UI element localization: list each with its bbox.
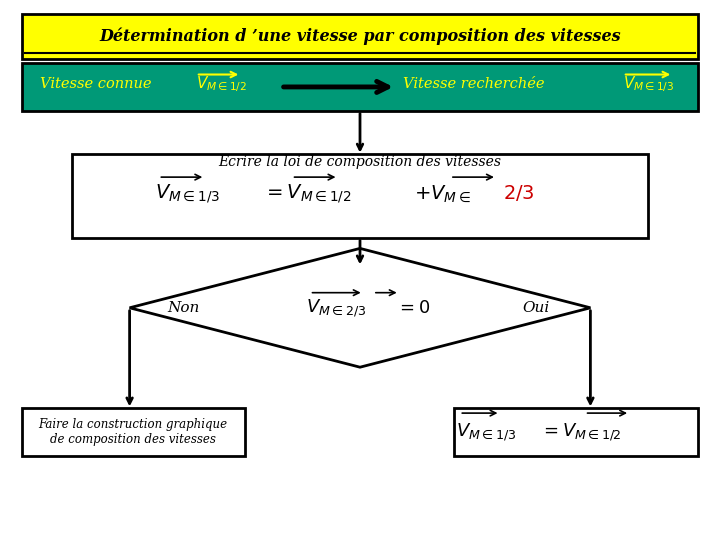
Text: Oui: Oui bbox=[523, 301, 550, 315]
Text: $V_{M\in1/2}$: $V_{M\in1/2}$ bbox=[196, 74, 247, 94]
FancyBboxPatch shape bbox=[454, 408, 698, 456]
FancyBboxPatch shape bbox=[22, 14, 698, 59]
FancyBboxPatch shape bbox=[22, 63, 698, 111]
Text: $= 0$: $= 0$ bbox=[396, 299, 430, 317]
Text: Vitesse recherchée: Vitesse recherchée bbox=[403, 77, 549, 91]
Text: $V_{M\in2/3}$: $V_{M\in2/3}$ bbox=[306, 297, 366, 319]
FancyBboxPatch shape bbox=[72, 154, 648, 238]
Text: $V_{M\in1/3}$: $V_{M\in1/3}$ bbox=[155, 182, 220, 205]
FancyBboxPatch shape bbox=[22, 408, 245, 456]
Text: Faire la construction graphique
de composition des vitesses: Faire la construction graphique de compo… bbox=[39, 418, 228, 446]
Polygon shape bbox=[130, 248, 590, 367]
Text: Vitesse connue: Vitesse connue bbox=[40, 77, 156, 91]
Text: $2/3$: $2/3$ bbox=[503, 183, 534, 204]
Text: $V_{M\in1/3}$: $V_{M\in1/3}$ bbox=[456, 421, 516, 443]
Text: Non: Non bbox=[168, 301, 199, 315]
Text: $= V_{M\in1/2}$: $= V_{M\in1/2}$ bbox=[540, 421, 622, 443]
Text: Détermination d ’une vitesse par composition des vitesses: Détermination d ’une vitesse par composi… bbox=[99, 28, 621, 45]
Text: Ecrire la loi de composition des vitesses: Ecrire la loi de composition des vitesse… bbox=[218, 155, 502, 169]
Text: $+ V_{M\in}$: $+ V_{M\in}$ bbox=[414, 183, 471, 204]
Text: $= V_{M\in1/2}$: $= V_{M\in1/2}$ bbox=[263, 182, 351, 205]
Text: $V_{M\in1/3}$: $V_{M\in1/3}$ bbox=[623, 74, 674, 94]
